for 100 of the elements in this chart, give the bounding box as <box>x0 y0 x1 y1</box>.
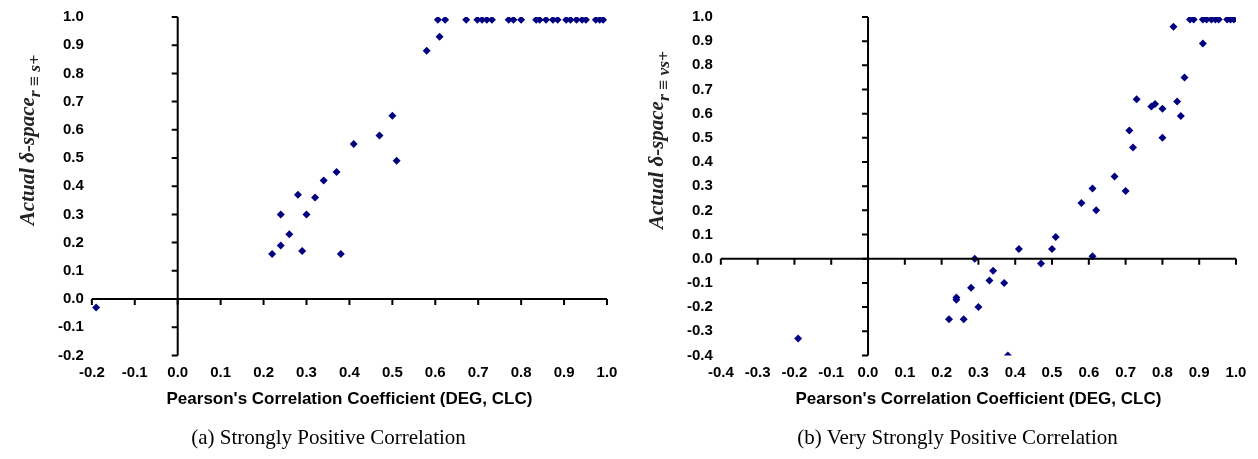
point <box>1125 126 1134 135</box>
x-tick-label: -0.2 <box>781 362 808 380</box>
point <box>1128 143 1137 152</box>
point <box>285 230 294 239</box>
x-tick-label: 0.8 <box>510 362 532 380</box>
y-tick-label: 0.5 <box>62 148 84 166</box>
point <box>1151 100 1160 109</box>
point <box>1036 259 1045 268</box>
point <box>293 190 302 199</box>
point <box>985 276 994 285</box>
y-tick-label: 0.7 <box>691 79 713 97</box>
x-tick-label: 0.0 <box>167 362 189 380</box>
point <box>392 156 401 165</box>
y-tick-label: 1.0 <box>691 7 713 25</box>
y-tick-label: 0.2 <box>62 232 84 250</box>
x-tick-label: 0.6 <box>1078 362 1100 380</box>
x-tick-label: -0.2 <box>78 362 105 380</box>
point <box>1121 187 1130 196</box>
point <box>517 17 526 24</box>
point <box>1014 245 1023 254</box>
point <box>1048 245 1057 254</box>
x-tick-label: 0.7 <box>1115 362 1137 380</box>
y-tick-label: 0.7 <box>62 91 84 109</box>
x-tick-label: 0.1 <box>210 362 232 380</box>
point <box>298 247 307 256</box>
x-tick-label: 0.1 <box>894 362 916 380</box>
y-tick-label: 0.2 <box>691 200 713 218</box>
x-tick-label: 0.9 <box>1188 362 1210 380</box>
point <box>422 46 431 55</box>
point <box>1173 97 1182 106</box>
point <box>441 17 450 24</box>
point <box>1088 184 1097 193</box>
text: (b) Very Strongly Positive Correlation <box>797 424 1119 449</box>
point <box>1051 232 1060 241</box>
point <box>542 17 551 24</box>
x-tick-label: -0.1 <box>818 362 845 380</box>
y-tick-label: 0.0 <box>62 289 84 307</box>
x-tick-label: -0.3 <box>744 362 771 380</box>
x-tick-label: 1.0 <box>1225 362 1247 380</box>
x-tick-label: 0.4 <box>338 362 361 380</box>
y-tick-label: 0.6 <box>62 119 84 137</box>
x-tick-label: 0.7 <box>467 362 489 380</box>
x-tick-label: 0.3 <box>296 362 317 380</box>
point <box>974 303 983 312</box>
point <box>1132 95 1141 104</box>
point <box>1147 102 1156 111</box>
x-tick-label: 0.0 <box>857 362 879 380</box>
point <box>1110 172 1119 181</box>
point <box>268 249 277 258</box>
x-tick-label: -0.4 <box>707 362 735 380</box>
point <box>989 266 998 275</box>
point <box>276 241 285 250</box>
y-tick-label: 1.0 <box>62 7 84 25</box>
y-tick-label: 0.1 <box>691 224 713 242</box>
y-tick-label: -0.1 <box>57 317 84 335</box>
point <box>462 17 471 24</box>
y-tick-label: 0.1 <box>62 260 84 278</box>
point <box>967 283 976 292</box>
point <box>435 32 444 41</box>
point <box>349 139 358 148</box>
point <box>388 111 397 120</box>
point <box>1176 112 1185 121</box>
x-tick-label: 0.3 <box>967 362 989 380</box>
y-tick-label: 0.8 <box>62 63 84 81</box>
point <box>1077 199 1086 208</box>
y-tick-label: -0.1 <box>686 273 713 291</box>
point <box>1158 133 1167 142</box>
x-tick-label: 0.9 <box>553 362 575 380</box>
x-tick-label: 1.0 <box>596 362 618 380</box>
y-tick-label: -0.4 <box>686 345 714 363</box>
point <box>1000 278 1009 287</box>
point <box>302 210 311 219</box>
x-tick-label: 0.2 <box>253 362 274 380</box>
point <box>794 334 803 343</box>
point <box>1158 104 1167 113</box>
x-axis-title: Pearson's Correlation Coefficient (DEG, CLC) <box>166 389 533 409</box>
point <box>92 303 101 312</box>
y-tick-label: 0.8 <box>691 55 713 73</box>
y-tick-label: 0.4 <box>691 152 714 170</box>
point <box>1092 206 1101 215</box>
y-tick-label: 0.6 <box>691 103 713 121</box>
y-tick-label: 0.9 <box>62 35 84 53</box>
point <box>375 131 384 140</box>
y-tick-label: 0.4 <box>62 176 85 194</box>
point <box>1169 22 1178 31</box>
x-tick-label: 0.2 <box>931 362 953 380</box>
point <box>319 176 328 185</box>
point <box>433 17 442 24</box>
y-tick-label: 0.5 <box>691 128 713 145</box>
x-axis-title: Pearson's Correlation Coefficient (DEG, CLC) <box>795 389 1162 409</box>
x-tick-label: 0.8 <box>1151 362 1173 380</box>
x-tick-label: 0.6 <box>424 362 446 380</box>
point <box>311 193 320 202</box>
point <box>1180 73 1189 82</box>
point <box>276 210 285 219</box>
y-tick-label: -0.2 <box>686 297 713 315</box>
y-tick-label: 0.9 <box>691 31 713 49</box>
x-tick-label: 0.5 <box>381 362 403 380</box>
text: (a) Strongly Positive Correlation <box>191 424 467 449</box>
point <box>1198 39 1207 48</box>
